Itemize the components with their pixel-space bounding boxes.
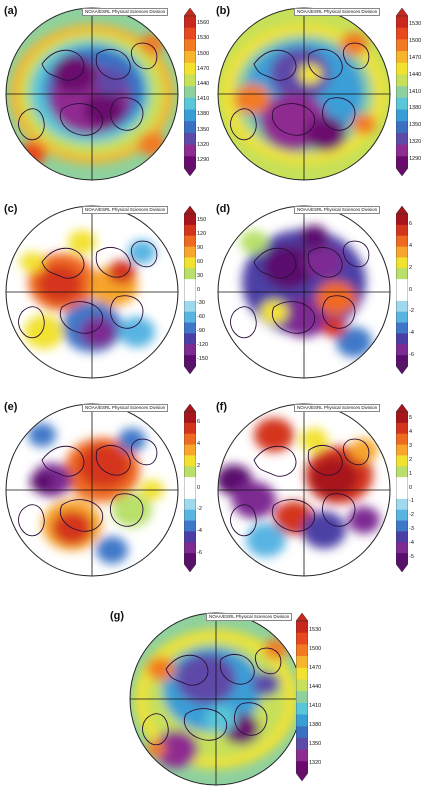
colorbar-tick-label: 6 — [409, 221, 413, 228]
colorbar-tick-label: 6 — [197, 419, 201, 426]
polar-map-f — [217, 403, 391, 577]
colorbar-tick-label: -4 — [409, 329, 414, 336]
colorbar-tick-label: 1380 — [197, 111, 210, 118]
colorbar-tick-label: 0 — [409, 484, 413, 491]
colorbar-tick-label: 4 — [409, 429, 413, 436]
colorbar-tick-label: -4 — [409, 539, 414, 546]
credit-label-g: NOAA/ESRL Physical Sciences Division — [206, 613, 293, 621]
colorbar-a — [184, 8, 196, 176]
colorbar-tick-label: 1380 — [309, 722, 322, 728]
colorbar-tick-label: 1350 — [309, 741, 322, 747]
colorbar-tick-label: 1530 — [409, 20, 422, 27]
colorbar-tick-label: -1 — [409, 498, 414, 505]
colorbar-tick-label: -5 — [409, 553, 414, 560]
colorbar-tick-label: 1320 — [409, 139, 422, 146]
colorbar-tick-label: -2 — [409, 512, 414, 519]
colorbar-tick-label: -6 — [409, 351, 414, 358]
colorbar-tick-label: 0 — [409, 286, 413, 293]
colorbar-tick-label: 1470 — [197, 65, 210, 72]
colorbar-tick-label: -2 — [197, 506, 202, 513]
credit-label-a: NOAA/ESRL Physical Sciences Division — [82, 8, 169, 16]
panel-b-label: (b) — [216, 5, 231, 17]
colorbar-tick-label: 4 — [409, 243, 413, 250]
colorbar-tick-label: 1500 — [409, 37, 422, 44]
credit-label-f: NOAA/ESRL Physical Sciences Division — [294, 404, 381, 412]
colorbar-tick-label: 1290 — [197, 156, 210, 163]
colorbar-tick-label: 1500 — [309, 646, 322, 652]
colorbar-tick-label: 1560 — [197, 20, 210, 27]
colorbar-tick-label: 2 — [409, 456, 413, 463]
panel-a-label: (a) — [4, 5, 18, 17]
colorbar-tick-label: 150 — [197, 217, 207, 224]
colorbar-tick-label: 0 — [197, 484, 201, 491]
colorbar-tick-label: 30 — [197, 272, 204, 279]
colorbar-tick-label: 90 — [197, 245, 204, 252]
panel-b: (b) NOAA/ESRL Physical Sciences Division… — [212, 0, 425, 192]
colorbar-d — [396, 206, 408, 374]
polar-map-c — [5, 205, 179, 379]
colorbar-c — [184, 206, 196, 374]
colorbar-tick-label: 1530 — [197, 35, 210, 42]
polar-map-d — [217, 205, 391, 379]
polar-map-a — [5, 7, 179, 181]
panel-g: (g) NOAA/ESRL Physical Sciences Division… — [106, 605, 322, 797]
polar-map-b — [217, 7, 391, 181]
colorbar-tick-label: 1500 — [197, 50, 210, 57]
polar-map-g — [129, 612, 303, 786]
colorbar-tick-label: -4 — [197, 527, 202, 534]
panel-a: (a) NOAA/ESRL Physical Sciences Division… — [0, 0, 212, 192]
colorbar-tick-label: -90 — [197, 327, 205, 334]
colorbar-tick-label: 3 — [409, 443, 413, 450]
colorbar-tick-label: 4 — [197, 441, 201, 448]
panel-d-label: (d) — [216, 203, 231, 215]
colorbar-tick-label: 2 — [197, 462, 201, 469]
polar-map-e — [5, 403, 179, 577]
colorbar-tick-label: 1 — [409, 470, 413, 477]
colorbar-tick-label: 5 — [409, 415, 413, 422]
colorbar-tick-label: 2 — [409, 264, 413, 271]
colorbar-tick-label: 1470 — [409, 54, 422, 61]
colorbar-tick-label: -2 — [409, 308, 414, 315]
panel-f-label: (f) — [216, 401, 227, 413]
colorbar-f — [396, 404, 408, 572]
colorbar-tick-label: 1440 — [309, 684, 322, 690]
colorbar-tick-label: -150 — [197, 355, 209, 362]
colorbar-tick-label: -30 — [197, 300, 205, 307]
colorbar-tick-label: 1410 — [409, 88, 422, 95]
panel-g-label: (g) — [110, 610, 125, 622]
colorbar-tick-label: 1380 — [409, 105, 422, 112]
colorbar-tick-label: 1440 — [197, 80, 210, 87]
colorbar-tick-label: 1440 — [409, 71, 422, 78]
panel-e-label: (e) — [4, 401, 18, 413]
colorbar-tick-label: 120 — [197, 231, 207, 238]
colorbar-tick-label: 0 — [197, 286, 201, 293]
panel-c: (c) NOAA/ESRL Physical Sciences Division… — [0, 198, 212, 390]
colorbar-tick-label: -120 — [197, 341, 209, 348]
panel-f: (f) NOAA/ESRL Physical Sciences Division… — [212, 396, 425, 588]
colorbar-tick-label: -60 — [197, 314, 205, 321]
colorbar-tick-label: 1410 — [309, 703, 322, 709]
credit-label-d: NOAA/ESRL Physical Sciences Division — [294, 206, 381, 214]
panel-c-label: (c) — [4, 203, 18, 215]
colorbar-tick-label: 1350 — [409, 122, 422, 129]
colorbar-tick-label: 1410 — [197, 96, 210, 103]
colorbar-g — [296, 613, 308, 781]
colorbar-tick-label: -3 — [409, 525, 414, 532]
colorbar-tick-label: 1530 — [309, 627, 322, 633]
colorbar-tick-label: 60 — [197, 258, 204, 265]
credit-label-e: NOAA/ESRL Physical Sciences Division — [82, 404, 169, 412]
colorbar-tick-label: 1290 — [409, 156, 422, 163]
colorbar-tick-label: 1320 — [309, 760, 322, 766]
colorbar-tick-label: -6 — [197, 549, 202, 556]
credit-label-b: NOAA/ESRL Physical Sciences Division — [294, 8, 381, 16]
colorbar-tick-label: 1470 — [309, 665, 322, 671]
credit-label-c: NOAA/ESRL Physical Sciences Division — [82, 206, 169, 214]
panel-d: (d) NOAA/ESRL Physical Sciences Division… — [212, 198, 425, 390]
colorbar-tick-label: 1350 — [197, 126, 210, 133]
colorbar-e — [184, 404, 196, 572]
panel-e: (e) NOAA/ESRL Physical Sciences Division… — [0, 396, 212, 588]
colorbar-b — [396, 8, 408, 176]
colorbar-tick-label: 1320 — [197, 141, 210, 148]
